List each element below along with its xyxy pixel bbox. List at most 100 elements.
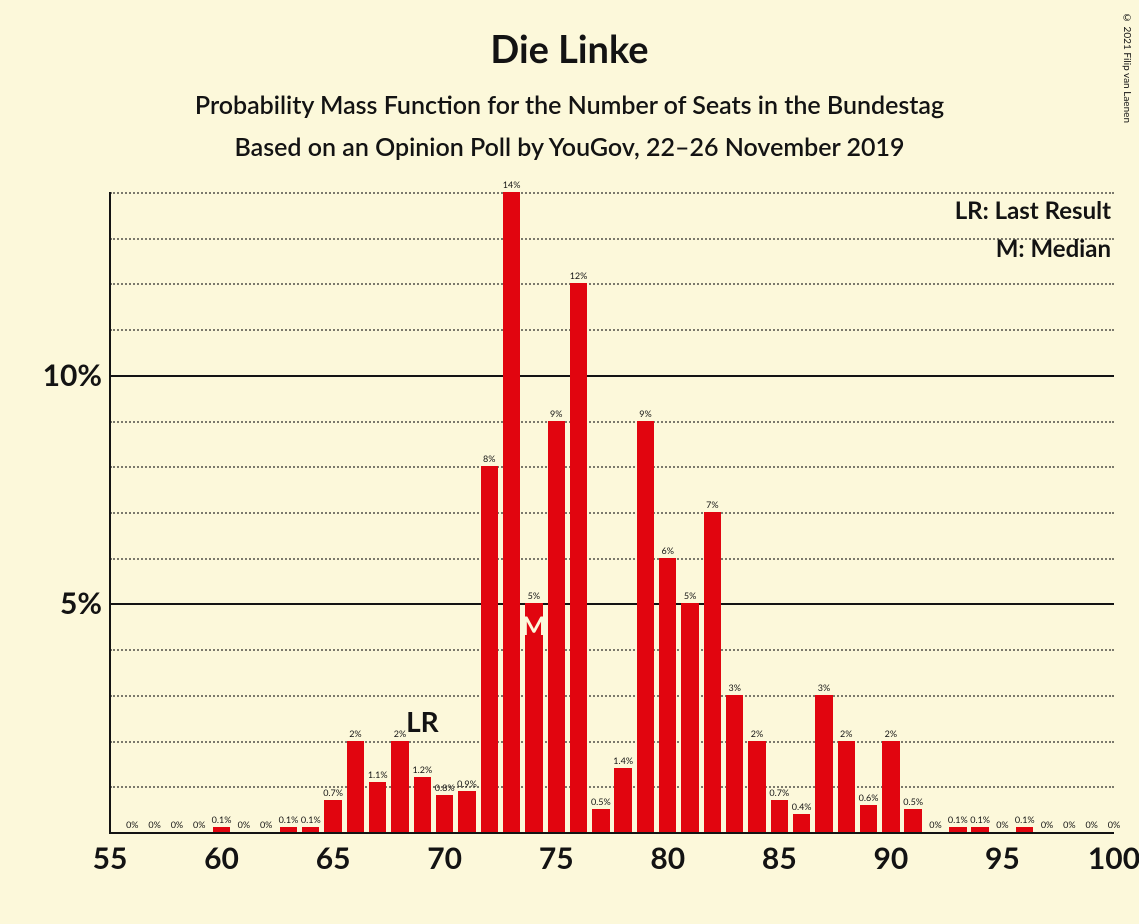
bar-value-label: 5% — [684, 590, 696, 603]
bar-value-label: 0.4% — [792, 801, 812, 814]
bar-value-label: 1.4% — [613, 755, 633, 768]
gridline-minor — [110, 466, 1114, 468]
bar: 9% — [637, 421, 654, 832]
bar-value-label: 1.2% — [412, 764, 432, 777]
bar-value-label: 3% — [818, 682, 830, 695]
bar: 0.4% — [793, 814, 810, 832]
bar: 9% — [548, 421, 565, 832]
y-tick-label: 10% — [43, 357, 102, 393]
x-tick-label: 80 — [650, 840, 685, 876]
bar-value-label: 0.5% — [903, 796, 923, 809]
bar-value-label: 5% — [528, 590, 540, 603]
gridline-minor — [110, 512, 1114, 514]
bar: 14% — [503, 192, 520, 832]
bar: 8% — [481, 466, 498, 832]
bar-value-label: 7% — [706, 499, 718, 512]
bar: 3% — [815, 695, 832, 832]
bar-value-label: 0% — [1108, 819, 1120, 832]
bar: 0.1% — [949, 827, 966, 832]
bar-value-label: 2% — [751, 728, 763, 741]
bar-value-label: 8% — [483, 453, 495, 466]
bar-value-label: 0% — [171, 819, 183, 832]
bar: 2% — [347, 741, 364, 832]
bar: 1.1% — [369, 782, 386, 832]
bar-value-label: 0.1% — [279, 814, 299, 827]
gridline-minor — [110, 283, 1114, 285]
bar-value-label: 0% — [260, 819, 272, 832]
bar: 0.1% — [280, 827, 297, 832]
bar-value-label: 0% — [193, 819, 205, 832]
bar: 1.2% — [414, 777, 431, 832]
bar-value-label: 0% — [1041, 819, 1053, 832]
x-tick-label: 85 — [762, 840, 797, 876]
bar-value-label: 2% — [394, 728, 406, 741]
bar-value-label: 2% — [349, 728, 361, 741]
x-tick-label: 75 — [539, 840, 574, 876]
bar: 0.1% — [302, 827, 319, 832]
bar: 0.6% — [860, 805, 877, 832]
bar-value-label: 0.1% — [1015, 814, 1035, 827]
bar: 2% — [391, 741, 408, 832]
bar-value-label: 0.1% — [301, 814, 321, 827]
pmf-chart: Die Linke Probability Mass Function for … — [0, 0, 1139, 924]
bar-value-label: 0% — [126, 819, 138, 832]
bar-value-label: 0.7% — [323, 787, 343, 800]
chart-subtitle-1: Probability Mass Function for the Number… — [0, 90, 1139, 120]
bar: 7% — [704, 512, 721, 832]
bar-value-label: 6% — [662, 545, 674, 558]
bar-value-label: 0.1% — [212, 814, 232, 827]
bar-value-label: 2% — [885, 728, 897, 741]
y-tick-label: 5% — [60, 585, 102, 621]
bar: 0.8% — [436, 795, 453, 832]
gridline-minor — [110, 741, 1114, 743]
bar-value-label: 0% — [996, 819, 1008, 832]
bar-value-label: 0.8% — [435, 782, 455, 795]
bar: 0.5% — [904, 809, 921, 832]
x-tick-label: 70 — [427, 840, 462, 876]
bar: 0.1% — [1016, 827, 1033, 832]
gridline-minor — [110, 695, 1114, 697]
chart-subtitle-2: Based on an Opinion Poll by YouGov, 22–2… — [0, 132, 1139, 162]
bar-value-label: 0.1% — [948, 814, 968, 827]
bar: 0.5% — [592, 809, 609, 832]
x-tick-label: 95 — [985, 840, 1020, 876]
gridline-major — [110, 375, 1114, 377]
bar: 12% — [570, 283, 587, 832]
bar: 0.1% — [213, 827, 230, 832]
bar: 2% — [838, 741, 855, 832]
copyright-text: © 2021 Filip van Laenen — [1121, 12, 1133, 123]
bar-value-label: 9% — [639, 408, 651, 421]
bar-value-label: 14% — [503, 179, 521, 192]
gridline-minor — [110, 558, 1114, 560]
bar: 0.7% — [324, 800, 341, 832]
bar-value-label: 0.1% — [970, 814, 990, 827]
chart-title: Die Linke — [0, 26, 1139, 72]
bar-value-label: 0% — [929, 819, 941, 832]
bar: 0.1% — [971, 827, 988, 832]
median-marker: M — [522, 609, 547, 641]
bar: 6% — [659, 558, 676, 832]
bar: 0.9% — [458, 791, 475, 832]
gridline-minor — [110, 192, 1114, 194]
bar-value-label: 0.9% — [457, 778, 477, 791]
bar: 5% — [681, 603, 698, 832]
bar: 2% — [748, 741, 765, 832]
bar-value-label: 0.6% — [859, 792, 879, 805]
gridline-minor — [110, 421, 1114, 423]
bar-value-label: 2% — [840, 728, 852, 741]
last-result-marker: LR — [406, 704, 439, 738]
x-tick-label: 55 — [93, 840, 128, 876]
bar-value-label: 0.5% — [591, 796, 611, 809]
bar-value-label: 3% — [728, 682, 740, 695]
bar-value-label: 1.1% — [368, 769, 388, 782]
x-tick-label: 90 — [873, 840, 908, 876]
bar-value-label: 0% — [1063, 819, 1075, 832]
bar-value-label: 0% — [238, 819, 250, 832]
bar-value-label: 9% — [550, 408, 562, 421]
bar: 2% — [882, 741, 899, 832]
x-tick-label: 60 — [204, 840, 239, 876]
gridline-minor — [110, 649, 1114, 651]
bar: 3% — [726, 695, 743, 832]
x-tick-label: 100 — [1088, 840, 1139, 876]
bar-value-label: 0.7% — [769, 787, 789, 800]
